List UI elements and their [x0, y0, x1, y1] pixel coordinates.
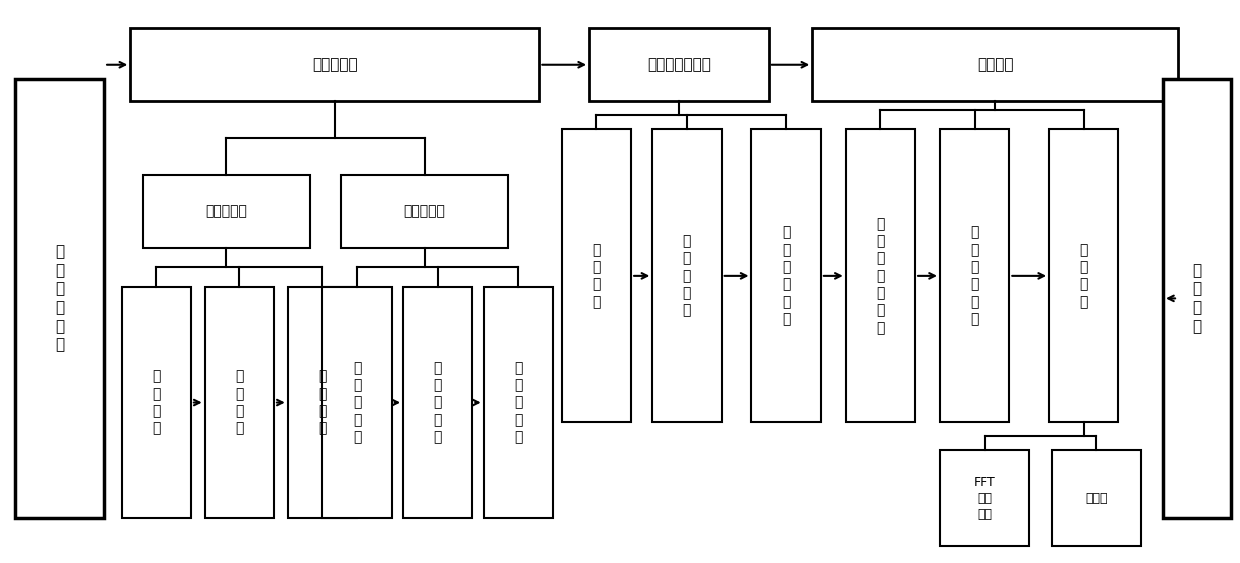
FancyBboxPatch shape: [1049, 129, 1118, 422]
FancyBboxPatch shape: [1163, 79, 1231, 518]
FancyBboxPatch shape: [846, 129, 915, 422]
Text: 边
缘
检
测: 边 缘 检 测: [593, 243, 600, 309]
FancyBboxPatch shape: [143, 175, 310, 248]
FancyBboxPatch shape: [322, 287, 392, 518]
Text: 消
除
背
景
灰
度: 消 除 背 景 灰 度: [971, 226, 978, 326]
Text: 相似度: 相似度: [1085, 491, 1107, 505]
FancyBboxPatch shape: [205, 287, 274, 518]
FancyBboxPatch shape: [288, 287, 357, 518]
Text: 连
通
域
标
记: 连 通 域 标 记: [683, 234, 691, 318]
Text: 轮
毂
图
像
采
集: 轮 毂 图 像 采 集: [55, 244, 64, 352]
FancyBboxPatch shape: [1052, 450, 1141, 546]
Text: 提
取
感
兴
趣
区
域: 提 取 感 兴 趣 区 域: [877, 217, 884, 335]
FancyBboxPatch shape: [940, 129, 1009, 422]
FancyBboxPatch shape: [403, 287, 472, 518]
FancyBboxPatch shape: [341, 175, 508, 248]
Text: 反锐化掩模: 反锐化掩模: [206, 204, 247, 218]
FancyBboxPatch shape: [589, 28, 769, 101]
Text: 特
征
提
取: 特 征 提 取: [1080, 243, 1087, 309]
Text: 筛
选
可
能
缺
陷: 筛 选 可 能 缺 陷: [782, 226, 790, 326]
FancyBboxPatch shape: [15, 79, 104, 518]
FancyBboxPatch shape: [484, 287, 553, 518]
Text: 图像预处理: 图像预处理: [312, 57, 357, 72]
FancyBboxPatch shape: [122, 287, 191, 518]
FancyBboxPatch shape: [751, 129, 821, 422]
Text: 缺陷区域粗分割: 缺陷区域粗分割: [647, 57, 711, 72]
Text: 高
频
提
取: 高 频 提 取: [236, 369, 243, 436]
Text: 识
别
结
果: 识 别 结 果: [1193, 263, 1202, 334]
Text: 特征提取: 特征提取: [977, 57, 1013, 72]
Text: 与
原
图
求
差: 与 原 图 求 差: [515, 361, 522, 444]
Text: 形
态
学
腐
蚀: 形 态 学 腐 蚀: [353, 361, 361, 444]
FancyBboxPatch shape: [812, 28, 1178, 101]
FancyBboxPatch shape: [940, 450, 1029, 546]
FancyBboxPatch shape: [652, 129, 722, 422]
Text: 形态学顶帽: 形态学顶帽: [404, 204, 445, 218]
Text: 形
态
学
膨
胀: 形 态 学 膨 胀: [434, 361, 441, 444]
Text: FFT
谐波
幅值: FFT 谐波 幅值: [973, 476, 996, 521]
FancyBboxPatch shape: [562, 129, 631, 422]
FancyBboxPatch shape: [130, 28, 539, 101]
Text: 高
斯
滤
波: 高 斯 滤 波: [153, 369, 160, 436]
Text: 高
频
叠
加: 高 频 叠 加: [319, 369, 326, 436]
